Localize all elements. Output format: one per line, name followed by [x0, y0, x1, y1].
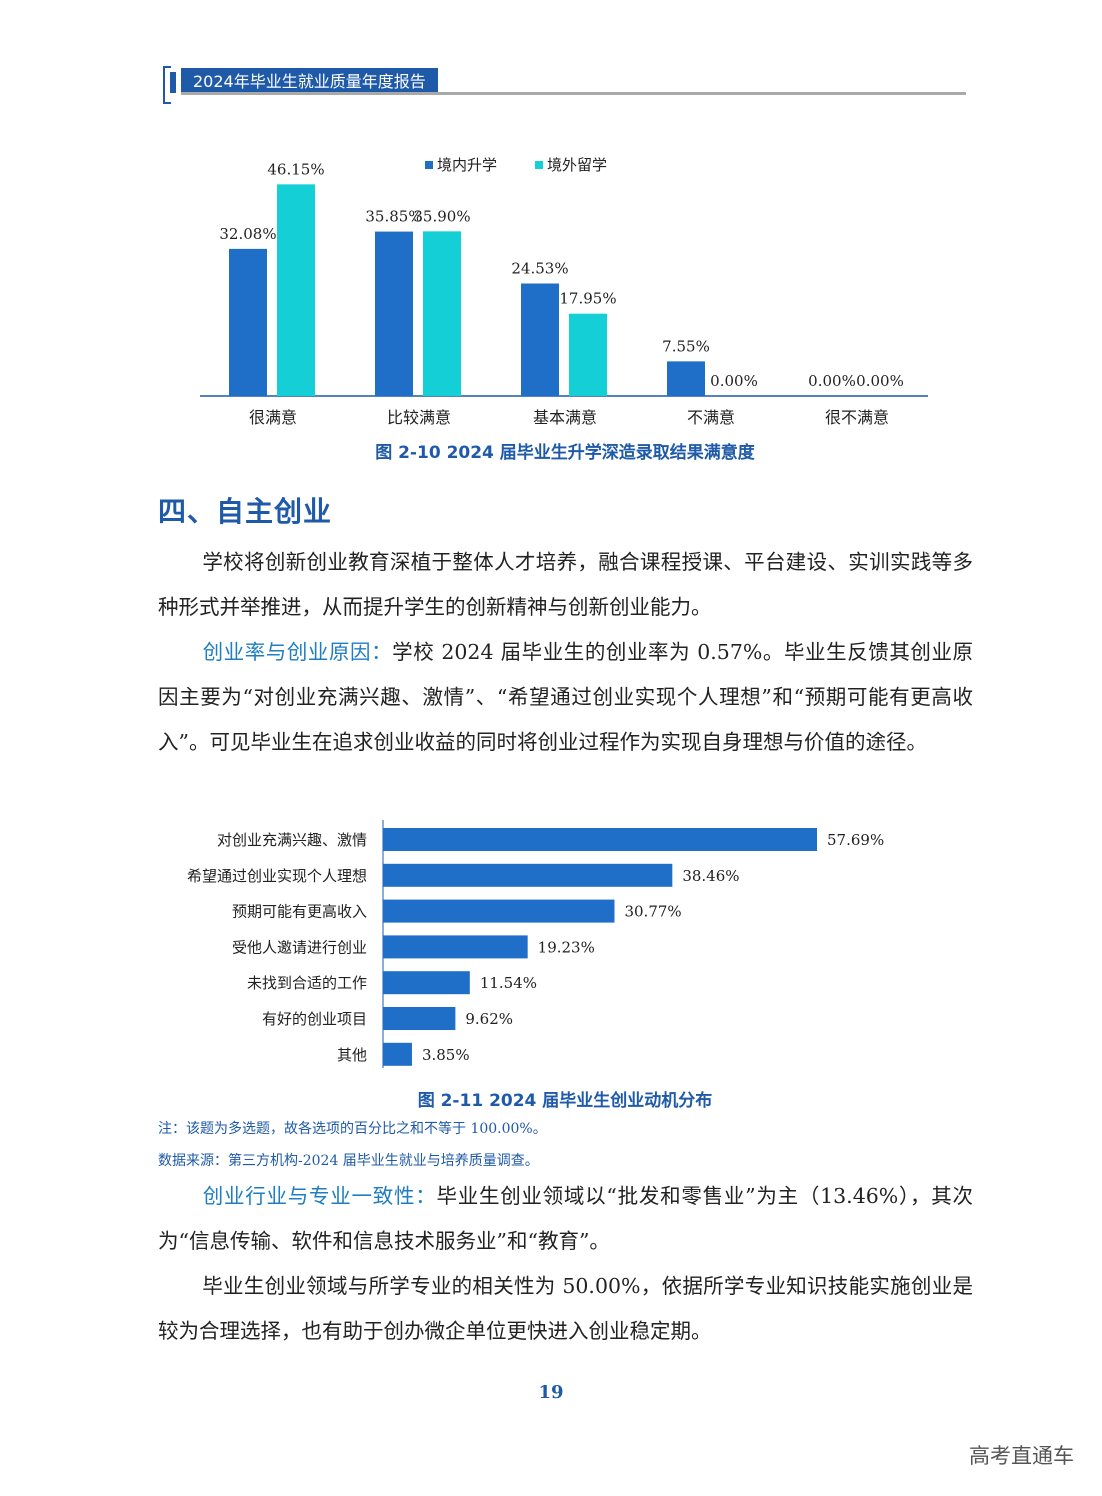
bar-motivation: [383, 828, 817, 851]
y-tick-label: 受他人邀请进行创业: [232, 938, 367, 956]
header-marker: [170, 72, 176, 93]
data-label: 0.00%: [808, 372, 856, 390]
paragraph-2: 创业率与创业原因：学校 2024 届毕业生的创业率为 0.57%。毕业生反馈其创…: [158, 630, 973, 765]
figure-caption-2-11: 图 2-11 2024 届毕业生创业动机分布: [417, 1091, 713, 1111]
data-label: 3.85%: [422, 1046, 470, 1064]
watermark: 高考直通车: [969, 1444, 1074, 1468]
x-tick-label: 很满意: [249, 408, 297, 427]
bar-motivation: [383, 863, 673, 887]
chart-satisfaction: 32.08% 46.15% 很满意 35.85%35.90% 比较满意 24.53% 17.…: [200, 156, 928, 427]
data-label: 0.00%: [856, 372, 904, 390]
y-tick-label: 其他: [337, 1046, 367, 1064]
bar-abroad: [569, 313, 607, 396]
bar-domestic: [229, 248, 267, 396]
paragraph-2-label: 创业率与创业原因：: [202, 640, 393, 664]
data-label: 35.90%: [413, 207, 470, 225]
bar-motivation: [383, 971, 470, 995]
legend-label: 境外留学: [547, 156, 607, 174]
data-label: 0.00%: [710, 372, 758, 390]
x-tick-label: 不满意: [687, 408, 735, 427]
note-text: 注：该题为多选题，故各选项的百分比之和不等于 100.00%。: [158, 1121, 547, 1137]
paragraph-2-text: 学校 2024 届毕业生的创业率为 0.57%。毕业生反馈其创业原因主要为“对创…: [158, 640, 974, 754]
data-label: 7.55%: [662, 337, 710, 355]
header-title: 2024年毕业生就业质量年度报告: [181, 68, 438, 95]
y-tick-label: 有好的创业项目: [262, 1010, 367, 1028]
figure-caption-2-10: 图 2-10 2024 届毕业生升学深造录取结果满意度: [375, 443, 755, 463]
data-label: 38.46%: [682, 867, 739, 885]
y-tick-label: 预期可能有更高收入: [232, 903, 367, 921]
bar-abroad: [423, 231, 461, 396]
paragraph-3-text: 毕业生创业领域以“批发和零售业”为主（13.46%），其次为“信息传输、软件和信…: [158, 1184, 973, 1253]
data-label: 11.54%: [480, 974, 537, 992]
legend-label: 境内升学: [437, 156, 497, 174]
data-label: 57.69%: [827, 831, 884, 849]
paragraph-3: 创业行业与专业一致性：毕业生创业领域以“批发和零售业”为主（13.46%），其次…: [158, 1174, 973, 1264]
bar-domestic: [667, 361, 705, 396]
data-label: 30.77%: [624, 903, 681, 921]
data-label: 32.08%: [219, 225, 276, 243]
bar-motivation: [383, 1007, 456, 1030]
paragraph-4-text: 毕业生创业领域与所学专业的相关性为 50.00%，依据所学专业知识技能实施创业是…: [158, 1274, 973, 1343]
data-label: 35.85%: [365, 208, 422, 226]
y-tick-label: 对创业充满兴趣、激情: [217, 831, 367, 849]
page-number: 19: [538, 1382, 564, 1403]
section-title: 四、自主创业: [158, 495, 333, 528]
legend-swatch: [425, 161, 433, 169]
y-tick-label: 希望通过创业实现个人理想: [187, 867, 367, 885]
chart-motivation: 57.69% 对创业充满兴趣、激情 38.46% 希望通过创业实现个人理想 30.77%…: [187, 820, 884, 1068]
paragraph-1: 学校将创新创业教育深植于整体人才培养，融合课程授课、平台建设、实训实践等多种形式…: [158, 540, 973, 630]
header-rule: [181, 92, 966, 95]
bar-motivation: [383, 899, 615, 923]
header-bracket: [163, 66, 171, 104]
x-tick-label: 基本满意: [533, 408, 597, 427]
source-text: 数据来源：第三方机构-2024 届毕业生就业与培养质量调查。: [158, 1153, 539, 1169]
data-label: 19.23%: [538, 938, 595, 956]
bar-domestic: [375, 231, 413, 396]
bar-abroad: [277, 184, 315, 396]
paragraph-3-label: 创业行业与专业一致性：: [202, 1184, 437, 1208]
paragraph-1-text: 学校将创新创业教育深植于整体人才培养，融合课程授课、平台建设、实训实践等多种形式…: [158, 550, 973, 619]
legend-swatch: [535, 161, 543, 169]
y-tick-label: 未找到合适的工作: [247, 974, 367, 992]
data-label: 24.53%: [511, 260, 568, 278]
paragraph-4: 毕业生创业领域与所学专业的相关性为 50.00%，依据所学专业知识技能实施创业是…: [158, 1264, 973, 1354]
x-tick-label: 很不满意: [825, 408, 889, 427]
data-label: 17.95%: [559, 290, 616, 308]
data-label: 46.15%: [267, 160, 324, 178]
bar-domestic: [521, 283, 559, 396]
bar-motivation: [383, 935, 528, 959]
x-tick-label: 比较满意: [387, 408, 451, 427]
bar-motivation: [383, 1042, 412, 1066]
data-label: 9.62%: [465, 1010, 513, 1028]
